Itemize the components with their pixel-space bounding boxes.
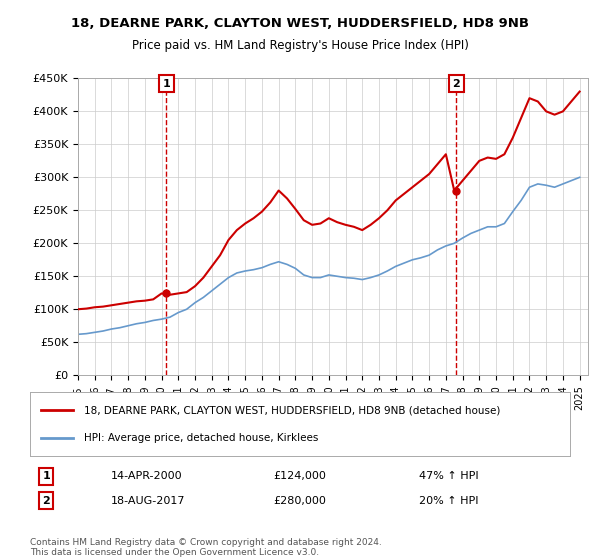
Text: 1: 1 — [43, 471, 50, 481]
Text: 2: 2 — [452, 78, 460, 88]
Text: 18-AUG-2017: 18-AUG-2017 — [111, 496, 185, 506]
Text: HPI: Average price, detached house, Kirklees: HPI: Average price, detached house, Kirk… — [84, 433, 319, 444]
Text: £124,000: £124,000 — [273, 471, 326, 481]
Text: 1: 1 — [163, 78, 170, 88]
Text: 2: 2 — [43, 496, 50, 506]
Text: 47% ↑ HPI: 47% ↑ HPI — [419, 471, 478, 481]
Text: 14-APR-2000: 14-APR-2000 — [111, 471, 182, 481]
Text: £280,000: £280,000 — [273, 496, 326, 506]
Text: 18, DEARNE PARK, CLAYTON WEST, HUDDERSFIELD, HD8 9NB (detached house): 18, DEARNE PARK, CLAYTON WEST, HUDDERSFI… — [84, 405, 500, 415]
Text: Price paid vs. HM Land Registry's House Price Index (HPI): Price paid vs. HM Land Registry's House … — [131, 39, 469, 52]
Text: Contains HM Land Registry data © Crown copyright and database right 2024.
This d: Contains HM Land Registry data © Crown c… — [30, 538, 382, 557]
Text: 18, DEARNE PARK, CLAYTON WEST, HUDDERSFIELD, HD8 9NB: 18, DEARNE PARK, CLAYTON WEST, HUDDERSFI… — [71, 17, 529, 30]
Text: 20% ↑ HPI: 20% ↑ HPI — [419, 496, 478, 506]
